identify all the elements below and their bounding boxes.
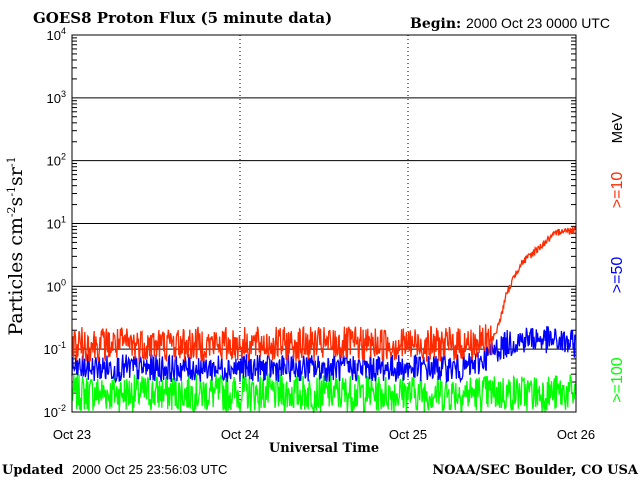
x-tick-label: Oct 23 — [53, 427, 91, 442]
y-tick-label: 100 — [47, 277, 66, 294]
legend-entry: >=10 — [609, 172, 626, 209]
y-axis-label: Particles cm-2s-1sr-1 — [5, 156, 27, 335]
x-tick-label: Oct 25 — [389, 427, 427, 442]
x-tick-labels: Oct 23 Oct 24 Oct 25 Oct 26 — [53, 427, 595, 442]
legend-entry: >=50 — [609, 257, 626, 294]
x-tick-label: Oct 24 — [221, 427, 259, 442]
plot-frame — [71, 34, 577, 413]
x-axis-label: Universal Time — [269, 441, 379, 456]
y-tick-label: 104 — [47, 26, 66, 43]
begin-value: 2000 Oct 23 0000 UTC — [466, 15, 610, 31]
begin-label: Begin: — [410, 16, 461, 32]
updated-label: Updated — [2, 463, 63, 478]
legend: >=10 >=50 >=100 MeV — [609, 113, 626, 403]
y-tick-label: 101 — [47, 215, 66, 232]
credit-text: NOAA/SEC Boulder, CO USA — [432, 463, 639, 478]
series-line-2 — [71, 372, 577, 414]
y-tick-label: 10-1 — [44, 340, 66, 357]
chart-title: GOES8 Proton Flux (5 minute data) — [33, 9, 332, 27]
y-tick-label: 10-2 — [44, 403, 66, 420]
y-tick-labels: 10-2 10-1 100 101 102 103 104 — [44, 26, 66, 420]
series-line-0 — [71, 226, 577, 362]
x-tick-label: Oct 26 — [557, 427, 595, 442]
legend-entry: >=100 — [609, 357, 626, 402]
footer: Updated 2000 Oct 25 23:56:03 UTC NOAA/SE… — [2, 462, 639, 478]
begin-readout: Begin: 2000 Oct 23 0000 UTC — [410, 15, 610, 32]
legend-unit: MeV — [609, 113, 626, 144]
y-tick-label: 103 — [47, 89, 66, 106]
y-tick-label: 102 — [47, 152, 66, 169]
updated-value: 2000 Oct 25 23:56:03 UTC — [72, 462, 227, 477]
series-layer — [71, 226, 577, 414]
